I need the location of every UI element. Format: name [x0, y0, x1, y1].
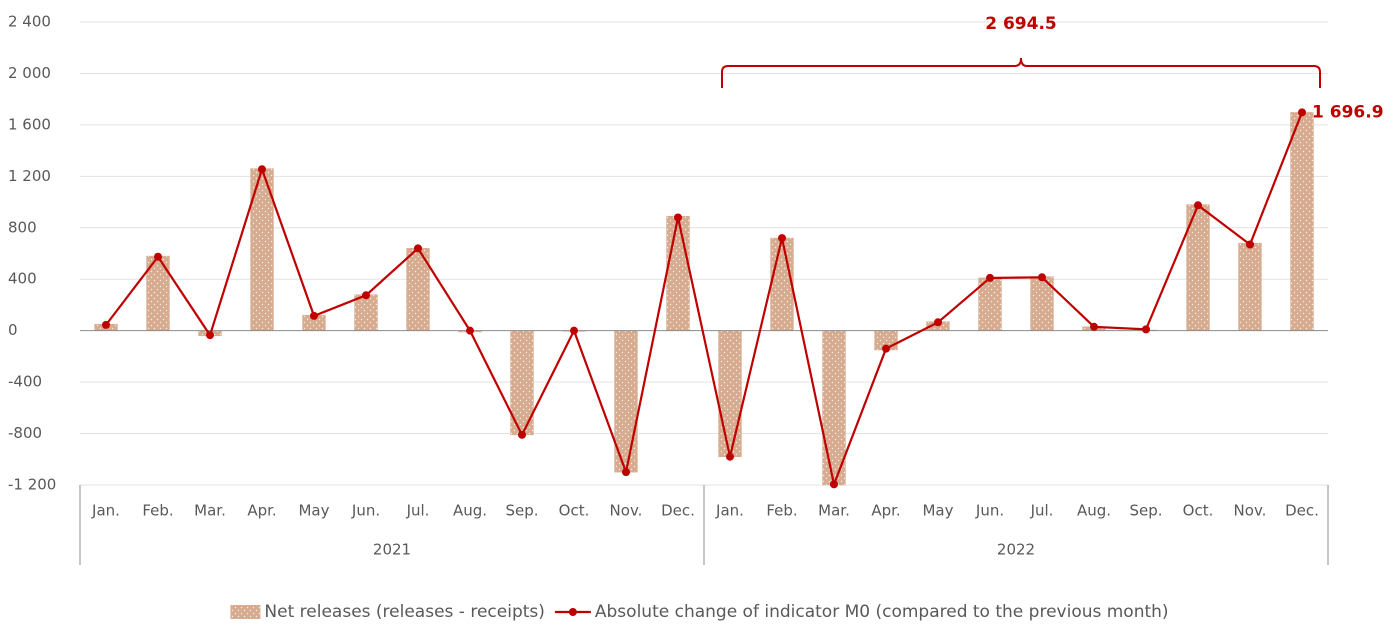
point	[310, 311, 318, 320]
point	[1298, 108, 1306, 117]
x-tick-label: Feb.	[766, 502, 797, 520]
point	[1038, 273, 1046, 282]
point	[570, 326, 578, 335]
bar	[666, 215, 690, 331]
x-tick-label: Jan.	[715, 502, 744, 520]
point	[362, 291, 370, 300]
point	[1142, 325, 1150, 334]
x-tick-label: Dec.	[661, 502, 695, 520]
y-tick-label: 2 400	[8, 13, 51, 31]
y-tick-label: 0	[8, 321, 18, 339]
bar	[718, 330, 742, 457]
x-tick-label: May	[922, 502, 953, 520]
x-tick-label: Mar.	[194, 502, 226, 520]
point	[934, 318, 942, 327]
annotation: 2 694.5	[985, 14, 1057, 34]
x-tick-label: Jun.	[975, 502, 1004, 520]
x-tick-label: Dec.	[1285, 502, 1319, 520]
point	[258, 165, 266, 174]
y-tick-label: 800	[8, 218, 37, 236]
y-tick-label: 400	[8, 270, 37, 288]
annotation-brace	[721, 57, 1321, 88]
x-tick-label: Jul.	[1030, 502, 1054, 520]
x-tick-label: Sep.	[505, 502, 538, 520]
legend: Net releases (releases - receipts) Absolu…	[230, 602, 1169, 622]
point	[206, 331, 214, 340]
x-tick-label: Feb.	[142, 502, 173, 520]
x-tick-label: Sep.	[1129, 502, 1162, 520]
group-label: 2021	[373, 541, 411, 559]
point	[882, 344, 890, 353]
x-tick-label: Aug.	[1077, 502, 1111, 520]
y-tick-label: 1 600	[8, 115, 51, 133]
legend-swatch	[568, 608, 577, 616]
bar	[354, 294, 378, 331]
point	[518, 430, 526, 439]
x-tick-label: Apr.	[871, 502, 900, 520]
x-tick-label: Jun.	[351, 502, 380, 520]
point	[674, 213, 682, 222]
x-tick-label: Jan.	[91, 502, 120, 520]
point	[1246, 240, 1254, 249]
point	[778, 234, 786, 243]
point	[622, 468, 630, 477]
y-tick-label: -400	[8, 373, 42, 391]
bar	[1238, 242, 1262, 331]
line	[105, 112, 1304, 489]
point	[154, 252, 162, 261]
x-tick-label: Mar.	[818, 502, 850, 520]
point	[986, 273, 994, 282]
x-tick-label: Aug.	[453, 502, 487, 520]
group-label: 2022	[997, 541, 1035, 559]
x-tick-label: Apr.	[247, 502, 276, 520]
x-tick-label: Nov.	[610, 502, 643, 520]
data-label: 1 696.9	[1312, 102, 1384, 122]
point	[1090, 322, 1098, 331]
legend-swatch	[230, 605, 261, 619]
bar	[770, 237, 794, 331]
point	[466, 326, 474, 335]
legend-label: Net releases (releases - receipts)	[264, 602, 544, 622]
bar	[1290, 112, 1314, 331]
point	[414, 244, 422, 253]
x-tick-label: May	[298, 502, 329, 520]
x-tick-label: Jul.	[406, 502, 430, 520]
y-tick-label: -1 200	[8, 476, 56, 494]
point	[830, 480, 838, 489]
point	[726, 452, 734, 461]
y-tick-label: 1 200	[8, 167, 51, 185]
x-tick-label: Nov.	[1234, 502, 1267, 520]
x-tick-label: Oct.	[1183, 502, 1214, 520]
y-tick-label: -800	[8, 424, 42, 442]
point	[102, 320, 110, 329]
x-tick-label: Oct.	[559, 502, 590, 520]
y-tick-label: 2 000	[8, 64, 51, 82]
legend-label: Absolute change of indicator M0 (compare…	[595, 602, 1169, 622]
point	[1194, 201, 1202, 210]
